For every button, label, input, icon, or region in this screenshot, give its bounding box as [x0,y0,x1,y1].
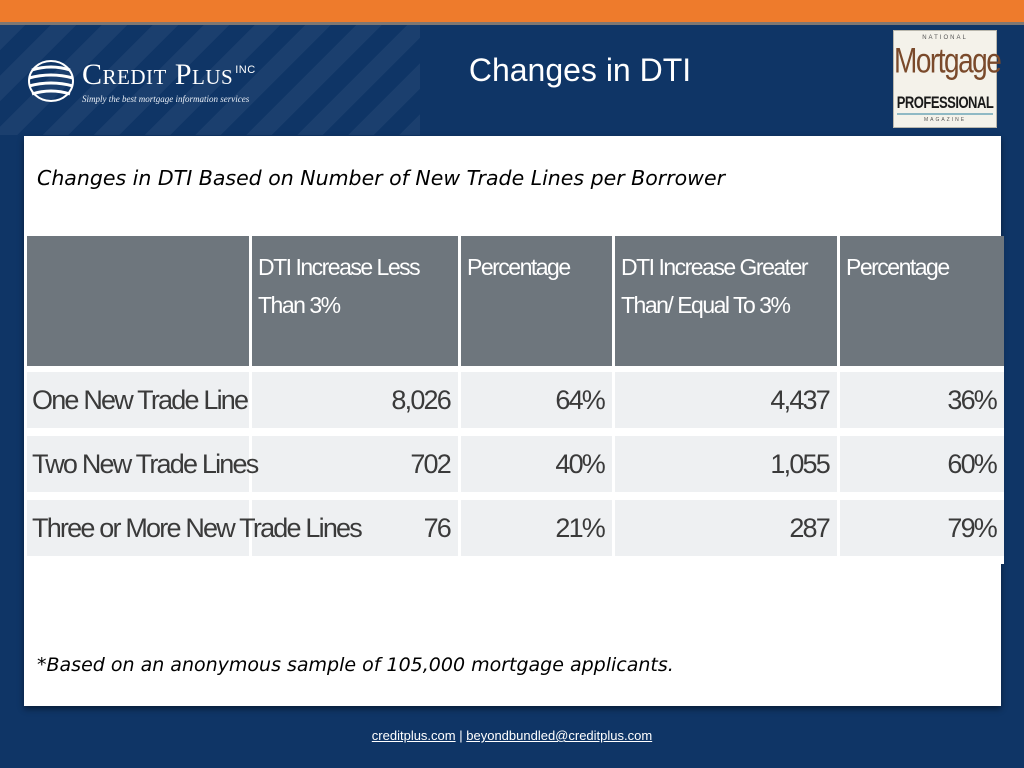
header-dti-greater-3: DTI Increase Greater Than/ Equal To 3% [615,236,837,372]
table-row: Two New Trade Lines 702 40% 1,055 60% [27,436,1004,500]
footer-separator: | [459,728,463,743]
cell-dti-greater-3: 1,055 [615,436,837,500]
top-accent-stripe [0,0,1024,22]
row-label: One New Trade Line [27,372,249,436]
row-label: Three or More New Trade Lines [27,500,363,564]
logo-brand-text: Credit Plus INC [82,58,256,91]
logo-inc: INC [235,64,256,76]
cell-percentage-1: 40% [461,436,612,500]
sample-footnote: *Based on an anonymous sample of 105,000… [37,654,674,676]
badge-national: NATIONAL [922,35,968,41]
cell-dti-greater-3: 287 [615,500,837,564]
cell-percentage-2: 60% [840,436,1004,500]
badge-professional: PROFESSIONAL [896,93,994,112]
header-empty [27,236,249,372]
logo-tagline: Simply the best mortgage information ser… [82,94,250,104]
table-header-row: DTI Increase Less Than 3% Percentage DTI… [27,236,1004,372]
credit-plus-logo: Credit Plus INC Simply the best mortgage … [26,54,326,110]
cell-percentage-2: 36% [840,372,1004,436]
cell-percentage-2: 79% [840,500,1004,564]
mortgage-professional-badge: NATIONAL Mortgage PROFESSIONAL MAGAZINE [893,30,1002,128]
table-row: One New Trade Line 8,026 64% 4,437 36% [27,372,1004,436]
table-subtitle: Changes in DTI Based on Number of New Tr… [37,166,725,190]
footer: creditplus.com | beyondbundled@creditplu… [0,728,1024,743]
slide-title: Changes in DTI [468,52,692,88]
website-link[interactable]: creditplus.com [371,728,456,743]
header-percentage-1: Percentage [461,236,612,372]
badge-mortgage: Mortgage [894,41,1002,80]
cell-dti-less-3: 8,026 [252,372,458,436]
badge-divider [897,113,993,115]
top-accent-shadow [0,22,1024,25]
header-percentage-2: Percentage [840,236,1004,372]
background-pattern [0,25,420,135]
content-panel: Changes in DTI Based on Number of New Tr… [24,136,1004,706]
cell-percentage-1: 21% [461,500,612,564]
credit-plus-globe-icon [28,60,74,102]
email-link[interactable]: beyondbundled@creditplus.com [466,728,653,743]
row-label: Two New Trade Lines [27,436,259,500]
badge-magazine: MAGAZINE [923,117,967,123]
dti-table: DTI Increase Less Than 3% Percentage DTI… [24,236,1007,564]
cell-percentage-1: 64% [461,372,612,436]
header-dti-less-3: DTI Increase Less Than 3% [252,236,458,372]
table-row: Three or More New Trade Lines 76 21% 287… [27,500,1004,564]
cell-dti-greater-3: 4,437 [615,372,837,436]
cell-dti-less-3: 76 [252,500,458,564]
cell-dti-less-3: 702 [252,436,458,500]
